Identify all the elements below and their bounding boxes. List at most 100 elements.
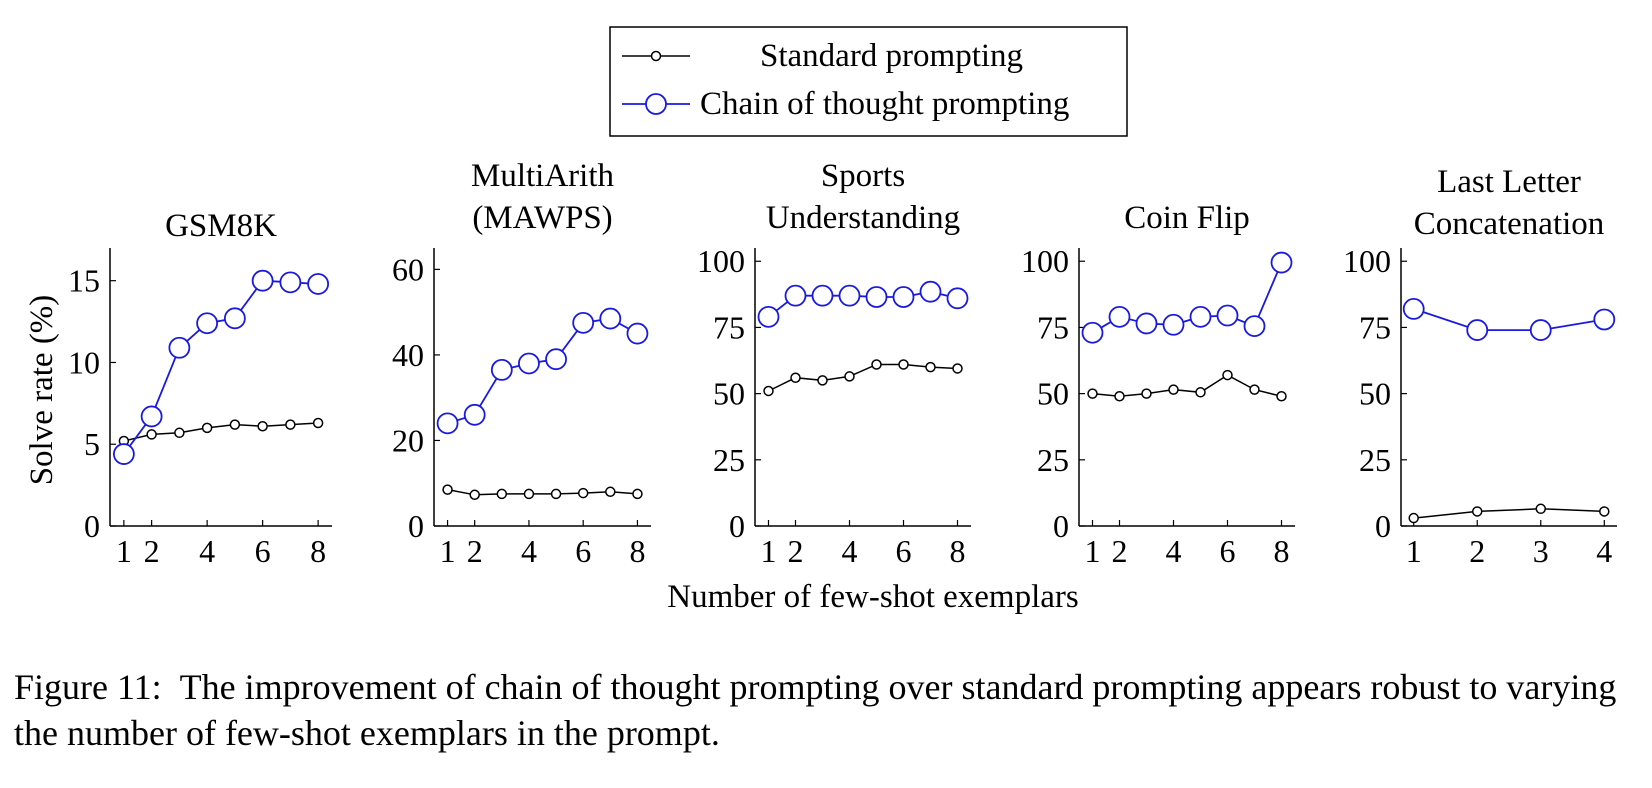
- x-tick-label: 8: [1274, 533, 1290, 569]
- standard-point: [229, 419, 241, 430]
- x-tick-label: 4: [1596, 533, 1612, 569]
- cot-point: [599, 307, 622, 330]
- standard-point: [146, 429, 157, 440]
- figure-caption: Figure 11: The improvement of chain of t…: [14, 667, 1617, 753]
- x-tick-label: 4: [842, 533, 858, 569]
- cot-point: [784, 284, 807, 307]
- y-tick-label: 50: [1037, 376, 1069, 412]
- x-tick-label: 2: [1112, 533, 1128, 569]
- x-tick-label: 1: [440, 533, 456, 569]
- standard-point: [1195, 387, 1206, 398]
- x-tick-label: 2: [788, 533, 804, 569]
- cot-point: [919, 280, 942, 303]
- y-tick-label: 75: [713, 309, 745, 345]
- cot-point: [196, 312, 219, 335]
- standard-point: [469, 489, 480, 501]
- y-tick-label: 100: [1021, 243, 1069, 279]
- standard-point: [925, 361, 936, 373]
- standard-series-line: [1413, 508, 1605, 519]
- cot-point: [1270, 251, 1293, 274]
- legend-cot-label: Chain of thought prompting: [700, 86, 1069, 122]
- cot-point: [223, 307, 246, 330]
- standard-point: [1114, 391, 1125, 402]
- y-tick-label: 25: [1037, 442, 1069, 478]
- standard-point: [1141, 388, 1152, 399]
- y-tick-label: 5: [84, 426, 100, 462]
- standard-point: [257, 420, 268, 432]
- standard-point: [523, 488, 535, 500]
- standard-point: [1222, 369, 1233, 381]
- standard-point: [312, 417, 324, 429]
- panel-title: Understanding: [766, 200, 960, 236]
- cot-point: [112, 443, 135, 465]
- y-tick-label: 20: [392, 422, 424, 458]
- standard-point: [1276, 391, 1287, 402]
- panel-1: GSM8K 0 5 10 15 1 2 4 6 8: [68, 208, 332, 569]
- legend-standard-label: Standard prompting: [760, 38, 1023, 74]
- standard-point: [605, 486, 616, 498]
- cot-point: [140, 405, 163, 428]
- standard-point: [763, 385, 774, 397]
- legend-standard-marker: [650, 50, 662, 62]
- panel-title: Sports: [821, 158, 905, 194]
- y-tick-label: 25: [1359, 442, 1391, 478]
- x-tick-label: 8: [629, 533, 645, 569]
- legend: Standard prompting Chain of thought prom…: [609, 26, 1128, 137]
- cot-series-line: [1413, 308, 1605, 332]
- x-tick-label: 6: [255, 533, 271, 569]
- x-tick-label: 6: [896, 533, 912, 569]
- cot-point: [251, 269, 274, 292]
- cot-point: [463, 403, 486, 426]
- cot-point: [892, 286, 915, 308]
- y-axis-label: Solve rate (%): [24, 295, 60, 486]
- cot-point: [545, 348, 567, 371]
- standard-point: [577, 487, 589, 499]
- cot-point: [757, 305, 780, 328]
- x-tick-label: 2: [144, 533, 160, 569]
- panel-title: Last Letter: [1437, 164, 1581, 200]
- cot-point: [518, 352, 540, 375]
- cot-point: [1243, 315, 1266, 338]
- x-tick-label: 2: [467, 533, 483, 569]
- y-tick-label: 50: [713, 376, 745, 412]
- x-tick-label: 8: [310, 533, 326, 569]
- legend-cot-marker: [645, 93, 667, 115]
- cot-point: [1135, 312, 1158, 335]
- standard-point: [1408, 512, 1419, 524]
- standard-point: [952, 363, 963, 374]
- cot-point: [1108, 305, 1131, 328]
- cot-point: [1593, 308, 1616, 331]
- y-tick-label: 0: [729, 508, 745, 544]
- x-tick-label: 2: [1469, 533, 1485, 569]
- x-tick-label: 6: [575, 533, 591, 569]
- x-tick-label: 8: [950, 533, 966, 569]
- cot-point: [626, 322, 649, 345]
- standard-point: [1535, 503, 1547, 515]
- standard-point: [817, 375, 828, 386]
- y-tick-label: 0: [408, 508, 424, 544]
- panel-title: Coin Flip: [1124, 200, 1250, 236]
- cot-point: [838, 284, 861, 307]
- y-tick-label: 0: [84, 508, 100, 544]
- standard-point: [285, 419, 296, 430]
- x-tick-label: 1: [1085, 533, 1101, 569]
- standard-point: [1599, 506, 1610, 517]
- cot-point: [168, 336, 191, 359]
- x-tick-label: 3: [1533, 533, 1549, 569]
- y-tick-label: 60: [392, 251, 424, 287]
- x-tick-label: 1: [761, 533, 777, 569]
- standard-point: [790, 372, 801, 383]
- standard-point: [496, 488, 508, 500]
- cot-point: [1081, 321, 1104, 344]
- panel-4: Coin Flip 0 25 50 75 100 1 2 4 6 8: [1021, 200, 1295, 569]
- x-tick-label: 4: [521, 533, 537, 569]
- cot-point: [490, 358, 513, 381]
- cot-point: [865, 286, 888, 308]
- standard-point: [174, 427, 185, 439]
- panel-title: GSM8K: [165, 208, 277, 244]
- cot-point: [1189, 305, 1212, 328]
- cot-point: [1466, 319, 1489, 341]
- y-tick-label: 15: [68, 263, 100, 299]
- x-tick-label: 4: [199, 533, 215, 569]
